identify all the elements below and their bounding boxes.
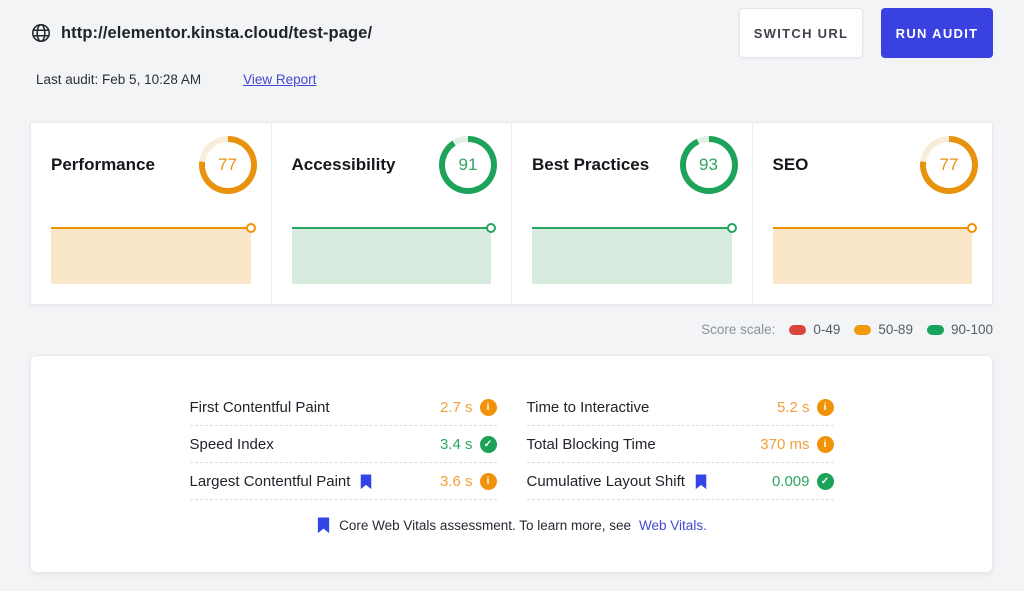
score-value: 77: [218, 155, 237, 174]
metric-label: Cumulative Layout Shift: [526, 473, 685, 490]
cwv-note-suffix: .: [703, 517, 707, 533]
metric-label: Speed Index: [189, 436, 274, 453]
metric-label: Largest Contentful Paint: [189, 473, 351, 490]
score-gauge: 93: [679, 136, 738, 194]
score-card-title: SEO: [772, 155, 809, 174]
score-scale-swatch: [926, 324, 944, 335]
metric-status-icon: i: [479, 473, 497, 490]
score-gauge: 91: [439, 136, 497, 194]
metric-status-icon: i: [479, 399, 497, 416]
score-gauge: 77: [920, 136, 978, 194]
cwv-note-text: Core Web Vitals assessment. To learn mor…: [339, 517, 632, 533]
metric-value: 2.7 s: [439, 399, 473, 416]
web-vitals-link[interactable]: Web Vitals: [639, 517, 704, 533]
score-scale-legend: Score scale: 0-49 50-89 90-100: [701, 322, 993, 337]
score-scale-swatch: [854, 324, 872, 335]
score-value: 91: [458, 155, 478, 174]
metric-status-icon: ✓: [816, 473, 834, 490]
score-scale-item: 50-89: [854, 322, 913, 337]
score-trend-sparkline: [532, 223, 736, 284]
metric-row: Time to Interactive 5.2 s i: [526, 389, 834, 426]
run-audit-button[interactable]: RUN AUDIT: [881, 8, 993, 58]
metric-row: Largest Contentful Paint 3.6 s i: [189, 463, 497, 500]
web-vitals-link-wrap: Web Vitals.: [639, 518, 707, 533]
metrics-grid: First Contentful Paint 2.7 s i Speed Ind…: [189, 389, 834, 500]
core-web-vital-bookmark-icon: [361, 474, 372, 490]
metric-row: Total Blocking Time 370 ms i: [526, 426, 834, 463]
score-value: 93: [699, 155, 718, 174]
metric-status-icon: i: [816, 436, 834, 453]
score-scale-range: 90-100: [950, 322, 993, 337]
score-card: Accessibility 91: [270, 123, 512, 304]
score-scale-swatch: [789, 324, 807, 335]
metric-status-icon: i: [816, 399, 834, 416]
audited-url: http://elementor.kinsta.cloud/test-page/: [61, 23, 373, 42]
metric-row: First Contentful Paint 2.7 s i: [189, 389, 497, 426]
last-audit-timestamp: Last audit: Feb 5, 10:28 AM: [36, 72, 202, 87]
score-card-title: Accessibility: [291, 155, 396, 174]
header-actions: SWITCH URL RUN AUDIT: [739, 8, 993, 58]
score-scale-range: 50-89: [878, 322, 913, 337]
metric-label: Time to Interactive: [526, 399, 650, 416]
metric-value: 370 ms: [760, 436, 810, 453]
core-web-vital-bookmark-icon: [695, 474, 707, 490]
switch-url-button[interactable]: SWITCH URL: [739, 8, 863, 58]
score-scale-item: 0-49: [789, 322, 840, 337]
bookmark-icon: [318, 517, 330, 534]
score-card: Best Practices 93: [511, 123, 752, 304]
score-gauge: 77: [198, 136, 257, 194]
url-bar: http://elementor.kinsta.cloud/test-page/…: [30, 8, 993, 58]
last-audit-row: Last audit: Feb 5, 10:28 AM View Report: [36, 72, 316, 87]
score-trend-sparkline: [51, 223, 255, 284]
metric-row: Speed Index 3.4 s ✓: [189, 426, 497, 463]
metric-label: Total Blocking Time: [526, 436, 656, 453]
score-scale-label: Score scale:: [701, 322, 776, 337]
metric-value: 0.009: [771, 473, 810, 490]
score-card-title: Best Practices: [532, 155, 650, 174]
score-scale-item: 90-100: [926, 322, 993, 337]
globe-icon: [31, 23, 51, 43]
score-card-title: Performance: [51, 155, 155, 174]
score-card: Performance 77: [31, 123, 271, 304]
score-card: SEO 77: [751, 123, 993, 304]
metrics-panel: First Contentful Paint 2.7 s i Speed Ind…: [30, 355, 993, 573]
core-web-vitals-note: Core Web Vitals assessment. To learn mor…: [31, 516, 992, 534]
metric-value: 3.4 s: [439, 436, 473, 453]
metric-value: 3.6 s: [439, 473, 473, 490]
view-report-link[interactable]: View Report: [243, 72, 317, 87]
score-cards-row: Performance 77 Accessibility 91 Best Pra…: [30, 122, 993, 305]
metric-row: Cumulative Layout Shift 0.009 ✓: [526, 463, 834, 500]
score-trend-sparkline: [291, 223, 496, 284]
score-value: 77: [939, 155, 959, 174]
score-trend-sparkline: [772, 223, 977, 284]
score-scale-range: 0-49: [813, 322, 841, 337]
metric-status-icon: ✓: [479, 436, 497, 453]
metric-label: First Contentful Paint: [189, 399, 330, 416]
metric-value: 5.2 s: [776, 399, 810, 416]
